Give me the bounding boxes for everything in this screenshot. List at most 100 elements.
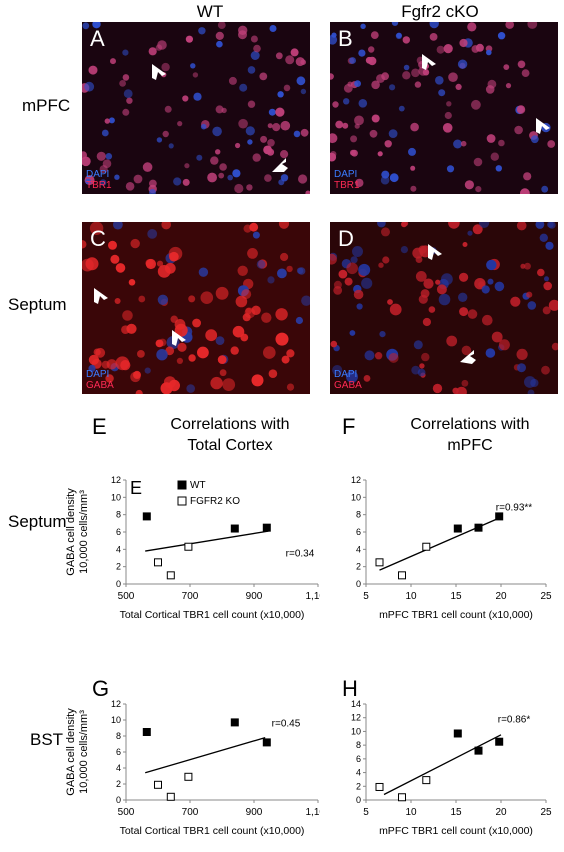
cell-mark (156, 137, 163, 143)
cell-mark (352, 246, 363, 257)
cell-mark (161, 62, 170, 72)
cell-mark (330, 133, 338, 144)
cell-mark (330, 340, 338, 348)
y-tick-label: 10 (351, 726, 361, 736)
wt-data-point (262, 523, 271, 532)
cell-mark (411, 68, 420, 78)
cell-mark (227, 174, 233, 181)
panel-letter-b: B (338, 26, 353, 51)
x-tick-label: 15 (450, 807, 462, 818)
cell-mark (296, 76, 306, 86)
cell-mark (192, 72, 199, 78)
cell-mark (280, 120, 291, 131)
cell-mark (157, 294, 169, 305)
cell-mark (478, 222, 490, 228)
cell-mark (267, 139, 275, 147)
x-axis-label: mPFC TBR1 cell count (x10,000) (379, 825, 533, 837)
cell-mark (330, 73, 334, 80)
cell-mark (381, 72, 389, 81)
cell-mark (486, 259, 497, 271)
cell-mark (517, 363, 526, 373)
cell-mark (235, 142, 241, 149)
cell-mark (369, 129, 378, 138)
micrograph-a-image (82, 22, 310, 194)
wt-data-point (230, 524, 239, 533)
cell-mark (266, 148, 275, 156)
wt-data-point (474, 523, 483, 532)
x-tick-label: 700 (182, 807, 199, 818)
cell-mark (374, 352, 383, 360)
cell-mark (516, 348, 528, 360)
cell-mark (200, 123, 207, 130)
cell-mark (330, 151, 337, 158)
cell-mark (455, 83, 462, 90)
cell-mark (350, 256, 358, 264)
y-tick-label: 14 (351, 699, 361, 709)
cell-mark (205, 329, 218, 342)
wt-data-point (230, 718, 239, 727)
cell-mark (197, 346, 209, 359)
cell-mark (526, 291, 533, 298)
arrow-markers-d (428, 244, 476, 364)
cell-mark (82, 240, 87, 249)
stain-dapi-label: DAPI (86, 169, 110, 180)
cell-mark (410, 185, 417, 192)
cell-mark (242, 313, 251, 322)
cell-mark (344, 277, 353, 286)
cell-mark (253, 44, 261, 53)
y-tick-label: 12 (111, 699, 121, 709)
panel-letter-a: A (90, 26, 105, 51)
y-tick-label: 10 (351, 492, 361, 502)
y-tick-label: 2 (116, 779, 121, 789)
cell-mark (168, 143, 174, 149)
cell-mark (230, 346, 239, 355)
cell-mark (539, 233, 548, 242)
ko-data-point (184, 542, 193, 551)
column-title-ko: Fgfr2 cKO (401, 2, 479, 21)
cell-mark (295, 57, 305, 67)
regression-line (145, 736, 266, 774)
cell-mark (165, 346, 175, 356)
micrograph-panel-b: B DAPI TBR1 (330, 22, 558, 194)
wt-data-point (495, 512, 504, 521)
x-tick-label: 900 (246, 807, 263, 818)
cell-mark (290, 48, 299, 57)
cell-mark (120, 360, 131, 371)
cell-mark (429, 33, 438, 41)
cell-mark (485, 85, 495, 94)
cell-mark (368, 46, 375, 53)
cell-mark (198, 27, 206, 35)
cell-mark (142, 162, 153, 172)
y-tick-label: 10 (111, 492, 121, 502)
y-axis-label: GABA cell density (65, 708, 77, 796)
cell-mark (177, 121, 183, 127)
cell-mark (446, 165, 455, 173)
cell-mark (377, 151, 383, 157)
cell-mark (200, 291, 214, 304)
cell-mark (173, 177, 182, 186)
cell-mark (275, 308, 288, 321)
cell-mark (414, 81, 422, 88)
stain-legend-d: DAPI GABA (334, 369, 362, 391)
cell-mark (275, 52, 283, 60)
cell-mark (491, 331, 503, 343)
cell-mark (251, 374, 264, 387)
cell-mark (530, 135, 539, 144)
row-title-bst: BST (30, 730, 64, 749)
cell-mark (281, 355, 290, 364)
cell-mark (497, 32, 506, 40)
cell-mark (527, 301, 537, 310)
cell-mark (259, 72, 268, 81)
stain-dapi-label: DAPI (334, 169, 358, 180)
cell-mark (192, 318, 201, 328)
cell-mark (389, 173, 399, 183)
x-tick-label: 500 (118, 807, 135, 818)
cell-mark (514, 125, 523, 135)
cell-mark (252, 231, 260, 239)
x-tick-label: 25 (540, 807, 552, 818)
cell-mark (402, 222, 409, 227)
cell-mark (364, 350, 375, 361)
cell-mark (343, 83, 353, 93)
cell-mark (176, 357, 183, 364)
cell-mark (438, 89, 446, 97)
